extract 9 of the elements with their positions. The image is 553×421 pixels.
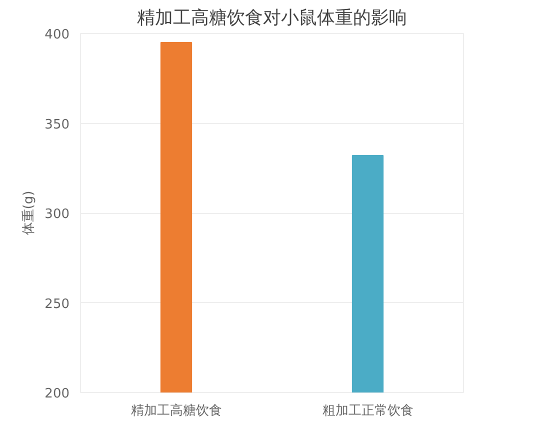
y-tick-label: 350 <box>44 117 70 132</box>
y-tick-label: 400 <box>44 28 70 42</box>
y-tick-label: 300 <box>44 207 70 222</box>
y-axis-title: 体重(g) <box>22 190 37 236</box>
y-tick-label: 200 <box>44 386 70 402</box>
y-tick-label: 250 <box>44 296 70 312</box>
x-tick-label: 精加工高糖饮食 <box>130 402 222 418</box>
chart-title: 精加工高糖饮食对小鼠体重的影响 <box>137 8 407 28</box>
x-tick-label: 粗加工正常饮食 <box>322 404 414 418</box>
